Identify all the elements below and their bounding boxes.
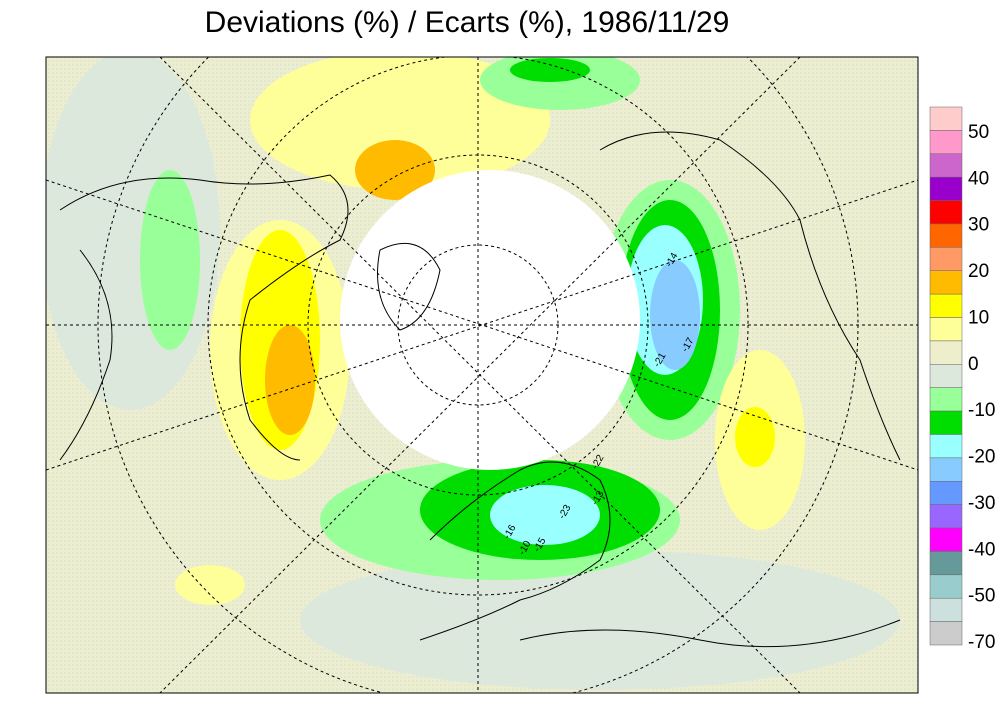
legend-label: -50	[968, 586, 995, 607]
legend-swatch	[929, 176, 963, 201]
legend-swatch	[929, 597, 963, 622]
legend-label: 40	[968, 168, 989, 189]
map: -21-17-14-22-23-15-13-16-10	[46, 57, 918, 693]
title: Deviations (%) / Ecarts (%), 1986/11/29	[205, 6, 730, 39]
legend-swatch	[929, 387, 963, 412]
legend-label: -40	[968, 539, 995, 560]
legend-swatch	[929, 551, 963, 576]
legend-swatch	[929, 481, 963, 505]
legend-swatch	[929, 247, 963, 271]
legend-label: 20	[968, 261, 989, 282]
legend-swatch	[929, 106, 963, 131]
legend-label: 50	[968, 122, 989, 143]
legend-swatch	[929, 153, 963, 178]
legend-swatch	[929, 410, 963, 435]
legend-swatch	[929, 270, 963, 295]
legend-swatch	[929, 457, 963, 482]
legend-swatch	[929, 504, 963, 529]
legend-label: -30	[968, 493, 995, 514]
legend: 50 40 30 20 10 0 -10 -20 -30 -40 -50 -70	[929, 106, 995, 653]
legend-swatch	[929, 223, 963, 248]
legend-label: 10	[968, 307, 989, 328]
legend-swatch	[929, 434, 963, 459]
legend-label: -10	[968, 400, 995, 421]
legend-swatch	[929, 364, 963, 388]
legend-swatch	[929, 574, 963, 599]
legend-swatch	[929, 130, 963, 155]
legend-label: 0	[968, 354, 979, 375]
legend-swatch	[929, 621, 963, 646]
legend-swatch	[929, 200, 963, 225]
legend-swatch	[929, 317, 963, 342]
legend-swatch	[929, 527, 963, 552]
map-frame	[45, 56, 919, 694]
legend-swatch	[929, 340, 963, 365]
legend-swatch	[929, 293, 963, 318]
legend-label: 30	[968, 215, 989, 236]
legend-label: -20	[968, 447, 995, 468]
legend-label: -70	[968, 632, 995, 653]
